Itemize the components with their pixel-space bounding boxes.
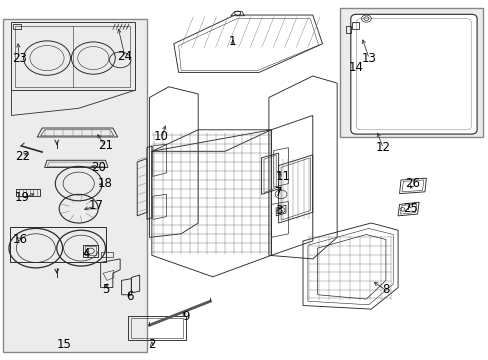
- Bar: [3, 19, 147, 352]
- Text: 8: 8: [382, 283, 389, 296]
- Text: 16: 16: [13, 233, 28, 246]
- Text: 15: 15: [57, 338, 71, 351]
- Text: 4: 4: [82, 247, 90, 260]
- Text: 10: 10: [154, 130, 169, 144]
- Bar: [339, 8, 483, 137]
- Text: 25: 25: [402, 202, 417, 215]
- Text: 17: 17: [88, 199, 103, 212]
- Text: 20: 20: [91, 161, 105, 174]
- FancyBboxPatch shape: [350, 14, 476, 134]
- Text: 26: 26: [405, 177, 419, 190]
- Text: 19: 19: [15, 192, 30, 204]
- Text: 13: 13: [361, 51, 375, 64]
- Text: 6: 6: [126, 290, 133, 303]
- Text: 21: 21: [98, 139, 113, 152]
- Text: 18: 18: [98, 177, 113, 190]
- Text: 3: 3: [274, 204, 282, 217]
- Text: 5: 5: [102, 283, 109, 296]
- Text: 24: 24: [117, 50, 132, 63]
- Text: 2: 2: [148, 338, 155, 351]
- Text: 11: 11: [275, 170, 290, 183]
- Text: 22: 22: [15, 150, 30, 163]
- Text: 9: 9: [182, 310, 189, 323]
- Text: 7: 7: [274, 186, 282, 199]
- Text: 12: 12: [375, 141, 390, 154]
- Text: 23: 23: [12, 51, 27, 64]
- Text: 1: 1: [228, 35, 236, 49]
- Text: 14: 14: [348, 60, 364, 73]
